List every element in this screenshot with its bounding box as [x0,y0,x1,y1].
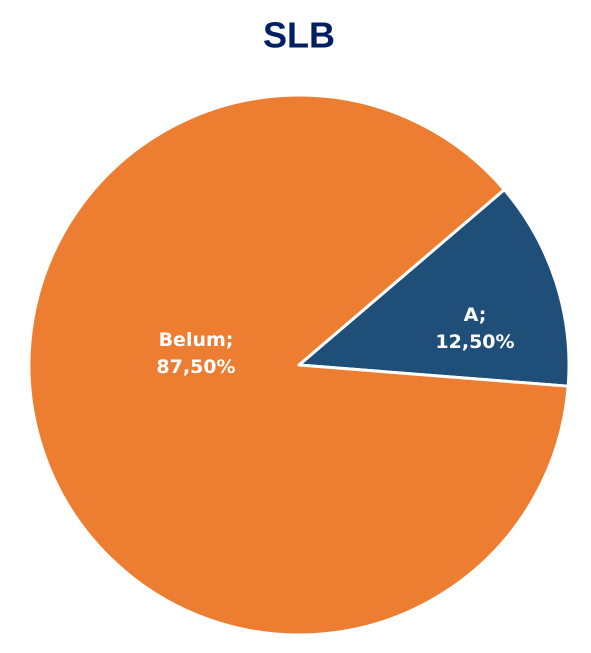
data-label: A; 12,50% [435,304,514,353]
value-label: 87,50% [156,356,235,378]
pie-slice [27,93,570,637]
label-separator: ; [226,329,234,351]
chart-title: SLB [263,15,335,56]
category-name: A [464,304,479,326]
label-separator: ; [479,304,487,326]
pie-slice [297,188,571,388]
data-label: Belum; 87,50% [156,329,235,378]
value-label: 12,50% [435,331,514,353]
category-name: Belum [159,329,226,351]
